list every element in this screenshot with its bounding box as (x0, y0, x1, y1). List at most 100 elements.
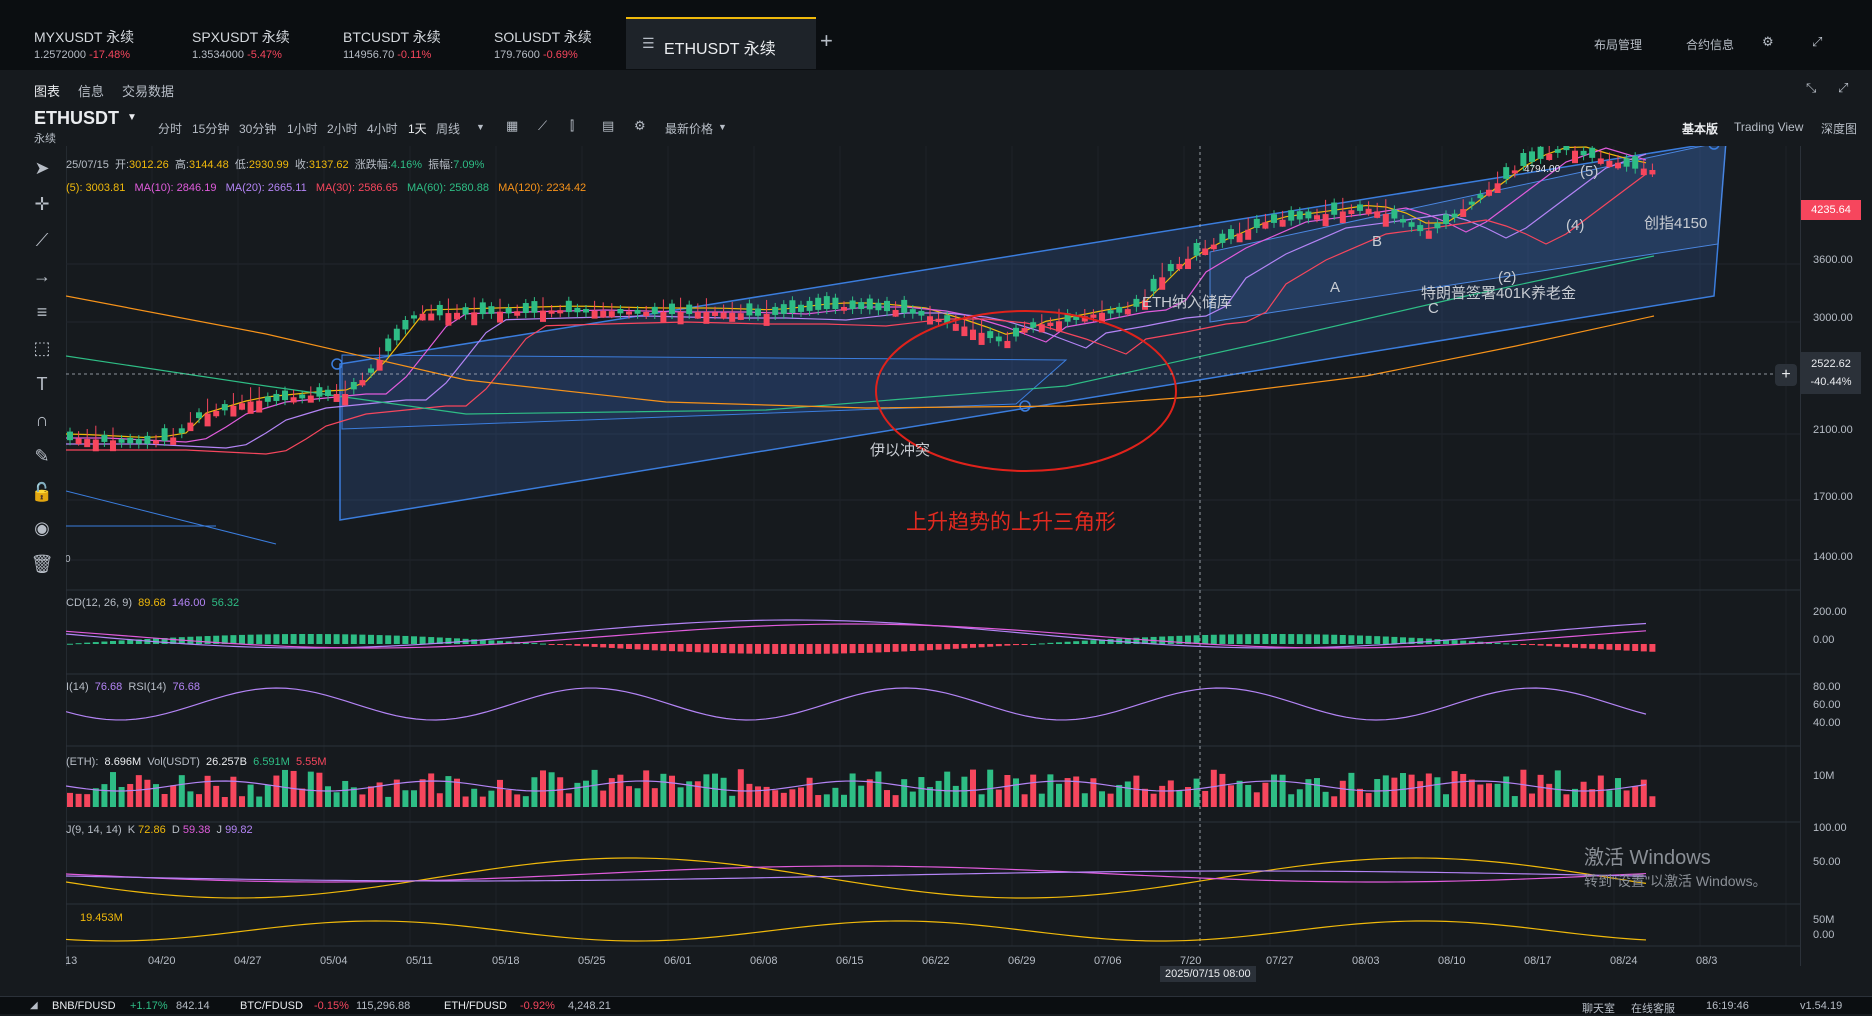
candle-body (626, 311, 632, 315)
channel-anchor[interactable] (331, 358, 343, 370)
volume-bar (385, 796, 392, 807)
shape-icon[interactable]: ⬚ (33, 338, 51, 358)
downtrend-line[interactable] (66, 490, 277, 545)
pattern-title[interactable]: 上升趋势的上升三角形 (906, 511, 1116, 534)
view-tradingview[interactable]: Trading View (1734, 120, 1804, 134)
magnet-icon[interactable]: ∩ (35, 410, 49, 430)
candle-body (703, 312, 710, 324)
chart-canvas[interactable]: 上升趋势的上升三角形 伊以冲突 ETH纳入储库 特朗普签署401K养老金 479… (66, 146, 1800, 966)
volume-bar (1408, 774, 1415, 807)
view-depth[interactable]: 深度图 (1821, 122, 1858, 136)
chevron-down-icon[interactable]: ▼ (127, 112, 137, 123)
volume-bar (1176, 790, 1183, 807)
candle-body (445, 313, 452, 326)
volume-bar (944, 771, 951, 807)
axis-zero: 0 (66, 554, 71, 565)
macd-bar (987, 644, 994, 647)
candle-body (531, 301, 538, 313)
fullscreen-icon[interactable]: ⤢ (1838, 80, 1849, 95)
inner-channel[interactable] (1209, 146, 1727, 323)
expand-icon[interactable]: ⤢ (1812, 34, 1823, 49)
bottom-pair[interactable]: BNB/FDUSD (52, 1000, 116, 1012)
channel-anchor[interactable] (1708, 146, 1720, 150)
tab-trade-data[interactable]: 交易数据 (122, 84, 175, 99)
candle-body (815, 297, 822, 310)
trash-icon[interactable]: 🗑 (30, 554, 54, 574)
interval-dropdown-icon[interactable]: ▼ (476, 122, 485, 132)
template-icon[interactable]: ▤ (602, 118, 615, 133)
bottom-pair[interactable]: ETH/FDUSD (444, 1000, 507, 1012)
macd-bar (204, 636, 211, 644)
indicator-panes (66, 619, 1656, 942)
contract-info-button[interactable]: 合约信息 (1686, 38, 1735, 52)
highlight-ellipse[interactable] (875, 310, 1177, 472)
add-order-icon[interactable]: + (1775, 364, 1797, 386)
ticker-item[interactable]: MYXUSDT 永续 1.2572000 -17.48% (34, 27, 134, 61)
view-basic[interactable]: 基本版 (1682, 122, 1719, 136)
interval-30m[interactable]: 30分钟 (239, 122, 277, 136)
volume-bar (1167, 780, 1174, 807)
macd-bar (376, 635, 383, 644)
candle-body (359, 380, 366, 386)
candle-body (583, 308, 589, 313)
crosshair-icon[interactable]: ✛ (34, 194, 50, 214)
ticker-item[interactable]: SPXUSDT 永续 1.3534000 -5.47% (192, 27, 290, 61)
candle-body (720, 312, 727, 319)
indicator-icon[interactable]: ⟋ (538, 118, 548, 133)
trendline-icon[interactable]: ⟋ (35, 230, 49, 250)
text-icon[interactable]: T (36, 374, 48, 394)
candle-body (651, 306, 658, 314)
candle-type-icon[interactable]: ⫿ (570, 118, 575, 133)
layout-manage-button[interactable]: 布局管理 (1594, 38, 1643, 52)
chevron-down-icon[interactable]: ▼ (718, 122, 727, 132)
gear-icon[interactable]: ⚙ (634, 118, 646, 133)
bottom-pair[interactable]: BTC/FDUSD (240, 1000, 303, 1012)
ticker-item[interactable]: BTCUSDT 永续 114956.70 -0.11% (343, 27, 441, 61)
interval-1d[interactable]: 1天 (408, 122, 427, 136)
interval-4h[interactable]: 4小时 (367, 122, 398, 136)
interval-week[interactable]: 周线 (436, 122, 461, 136)
macd-bar (677, 644, 684, 652)
tab-ethusdt[interactable]: ☰ ETHUSDT 永续 (626, 17, 816, 69)
lock-icon[interactable]: 🔓 (30, 482, 54, 502)
candle-body (952, 323, 959, 331)
bottom-price: 4,248.21 (568, 1000, 611, 1012)
macd-bar (1107, 639, 1114, 644)
tab-info[interactable]: 信息 (78, 84, 105, 99)
triangle-box[interactable] (341, 354, 1068, 430)
interval-2h[interactable]: 2小时 (327, 122, 358, 136)
interval-1[interactable]: 分时 (158, 122, 183, 136)
candle-body (798, 304, 804, 312)
eye-icon[interactable]: ◉ (34, 518, 50, 538)
rsi-info: I(14) 76.68 RSI(14) 76.68 (66, 681, 200, 693)
wave-a: A (1330, 279, 1340, 296)
symbol-name[interactable]: ETHUSDT (34, 108, 119, 128)
chatroom-link[interactable]: 聊天室 (1582, 1003, 1615, 1015)
macd-bar (944, 644, 951, 650)
volume-bar (1443, 794, 1449, 807)
symbol-sub: 永续 (34, 133, 56, 145)
support-link[interactable]: 在线客服 (1631, 1003, 1675, 1015)
arrow-icon[interactable]: → (33, 266, 51, 286)
ascending-channel[interactable] (339, 146, 1727, 521)
interval-1h[interactable]: 1小时 (287, 122, 318, 136)
cursor-icon[interactable]: ➤ (34, 158, 50, 178)
settings-icon[interactable]: ⚙ (1762, 34, 1774, 49)
calendar-icon[interactable]: ▦ (506, 118, 519, 133)
volume-bar (316, 772, 323, 807)
volume-bar (92, 788, 99, 807)
candle-body (264, 396, 271, 402)
interval-15m[interactable]: 15分钟 (192, 122, 230, 136)
macd-tick: 200.00 (1813, 606, 1847, 618)
latest-price-menu[interactable]: 最新价格 (665, 122, 714, 136)
fib-icon[interactable]: ≡ (36, 302, 48, 322)
draw-lock-icon[interactable]: ✎ (34, 446, 50, 466)
macd-bar (256, 634, 263, 644)
volume-bar (264, 784, 271, 807)
ticker-item[interactable]: SOLUSDT 永续 179.7600 -0.69% (494, 27, 592, 61)
price-tick: 1400.00 (1813, 551, 1853, 563)
macd-bar (531, 643, 538, 645)
collapse-icon[interactable]: ⤡ (1806, 80, 1817, 95)
volume-bar (1425, 773, 1432, 807)
add-tab-icon[interactable]: + (820, 28, 833, 53)
